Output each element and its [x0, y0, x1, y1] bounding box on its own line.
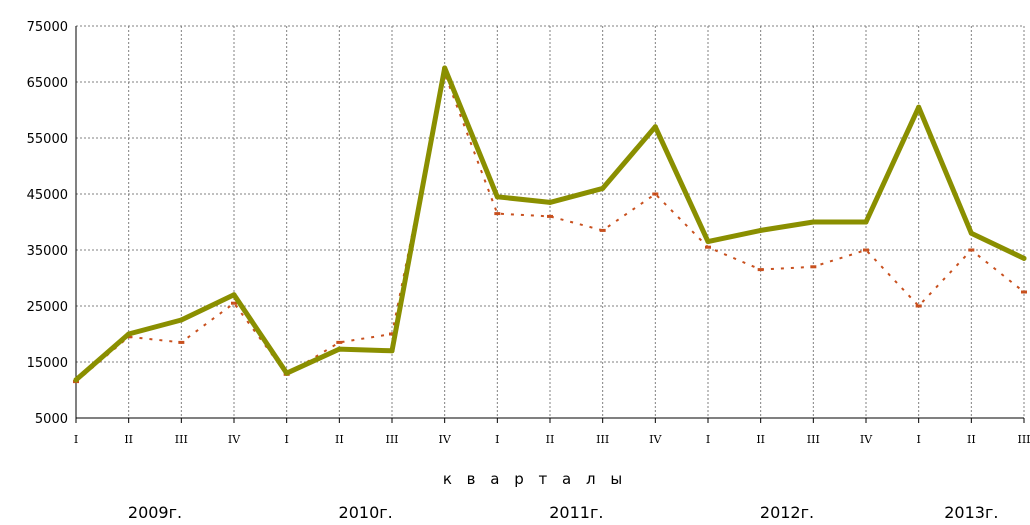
- data-point-main: [547, 199, 553, 205]
- x-tick-label: III: [1017, 433, 1030, 446]
- data-point-secondary: [705, 245, 711, 249]
- data-point-main: [652, 124, 658, 130]
- data-point-main: [494, 194, 500, 200]
- data-point-main: [705, 239, 711, 245]
- data-point-secondary: [599, 228, 606, 232]
- x-tick-label: III: [596, 433, 609, 446]
- year-label: 2012г.: [760, 503, 814, 522]
- x-tick-label: II: [546, 433, 555, 446]
- x-tick-label: III: [175, 433, 188, 446]
- data-point-main: [73, 377, 79, 383]
- data-point-main: [336, 346, 342, 352]
- x-tick-label: II: [967, 433, 976, 446]
- data-point-secondary: [915, 304, 922, 308]
- x-tick-label: II: [335, 433, 344, 446]
- x-tick-label: IV: [649, 433, 662, 446]
- data-point-secondary: [178, 340, 185, 344]
- data-point-main: [389, 348, 395, 354]
- data-point-main: [600, 185, 606, 191]
- data-point-secondary: [389, 332, 395, 336]
- year-label: 2010г.: [339, 503, 393, 522]
- data-point-main: [284, 370, 290, 376]
- data-point-main: [1021, 255, 1027, 261]
- x-tick-label: I: [706, 433, 710, 446]
- data-point-main: [178, 317, 184, 323]
- x-tick-label: I: [284, 433, 288, 446]
- data-point-secondary: [757, 268, 764, 272]
- y-tick-label: 5000: [35, 412, 68, 427]
- data-point-main: [126, 331, 132, 337]
- data-point-secondary: [547, 214, 553, 218]
- data-point-secondary: [231, 301, 237, 305]
- x-tick-label: IV: [228, 433, 241, 446]
- y-tick-label: 75000: [27, 20, 68, 35]
- data-point-secondary: [652, 192, 659, 196]
- x-axis-title: к в а р т а л ы: [443, 470, 627, 488]
- year-label: 2009г.: [128, 503, 182, 522]
- y-tick-label: 65000: [27, 76, 68, 91]
- data-point-main: [863, 219, 869, 225]
- axes: [75, 26, 1025, 423]
- year-label: 2013г.: [944, 503, 998, 522]
- data-point-main: [442, 65, 448, 71]
- x-tick-label: IV: [860, 433, 873, 446]
- data-point-main: [758, 227, 764, 233]
- x-tick-label: I: [74, 433, 78, 446]
- y-tick-label: 35000: [27, 244, 68, 259]
- labels: 5000 15000 25000 35000 45000 55000 65000 75000 I…: [27, 20, 1030, 522]
- x-tick-label: IV: [439, 433, 452, 446]
- year-label: 2011г.: [549, 503, 603, 522]
- x-tick-label: III: [807, 433, 820, 446]
- data-point-secondary: [336, 340, 343, 344]
- x-tick-label: I: [495, 433, 499, 446]
- data-point-secondary: [863, 248, 869, 252]
- x-tick-label: II: [756, 433, 765, 446]
- x-tick-label: I: [916, 433, 920, 446]
- x-tick-label: II: [124, 433, 133, 446]
- data-point-main: [231, 292, 237, 298]
- series-layer: [73, 65, 1027, 384]
- data-point-secondary: [810, 265, 817, 269]
- data-point-main: [916, 104, 922, 110]
- y-tick-label: 25000: [27, 300, 68, 315]
- y-tick-label: 45000: [27, 188, 68, 203]
- y-tick-label: 55000: [27, 132, 68, 147]
- data-point-secondary: [494, 212, 501, 216]
- data-point-secondary: [1021, 290, 1027, 294]
- data-point-secondary: [968, 248, 975, 252]
- y-tick-label: 15000: [27, 356, 68, 371]
- x-tick-label: III: [385, 433, 398, 446]
- data-point-main: [810, 219, 816, 225]
- data-point-main: [968, 230, 974, 236]
